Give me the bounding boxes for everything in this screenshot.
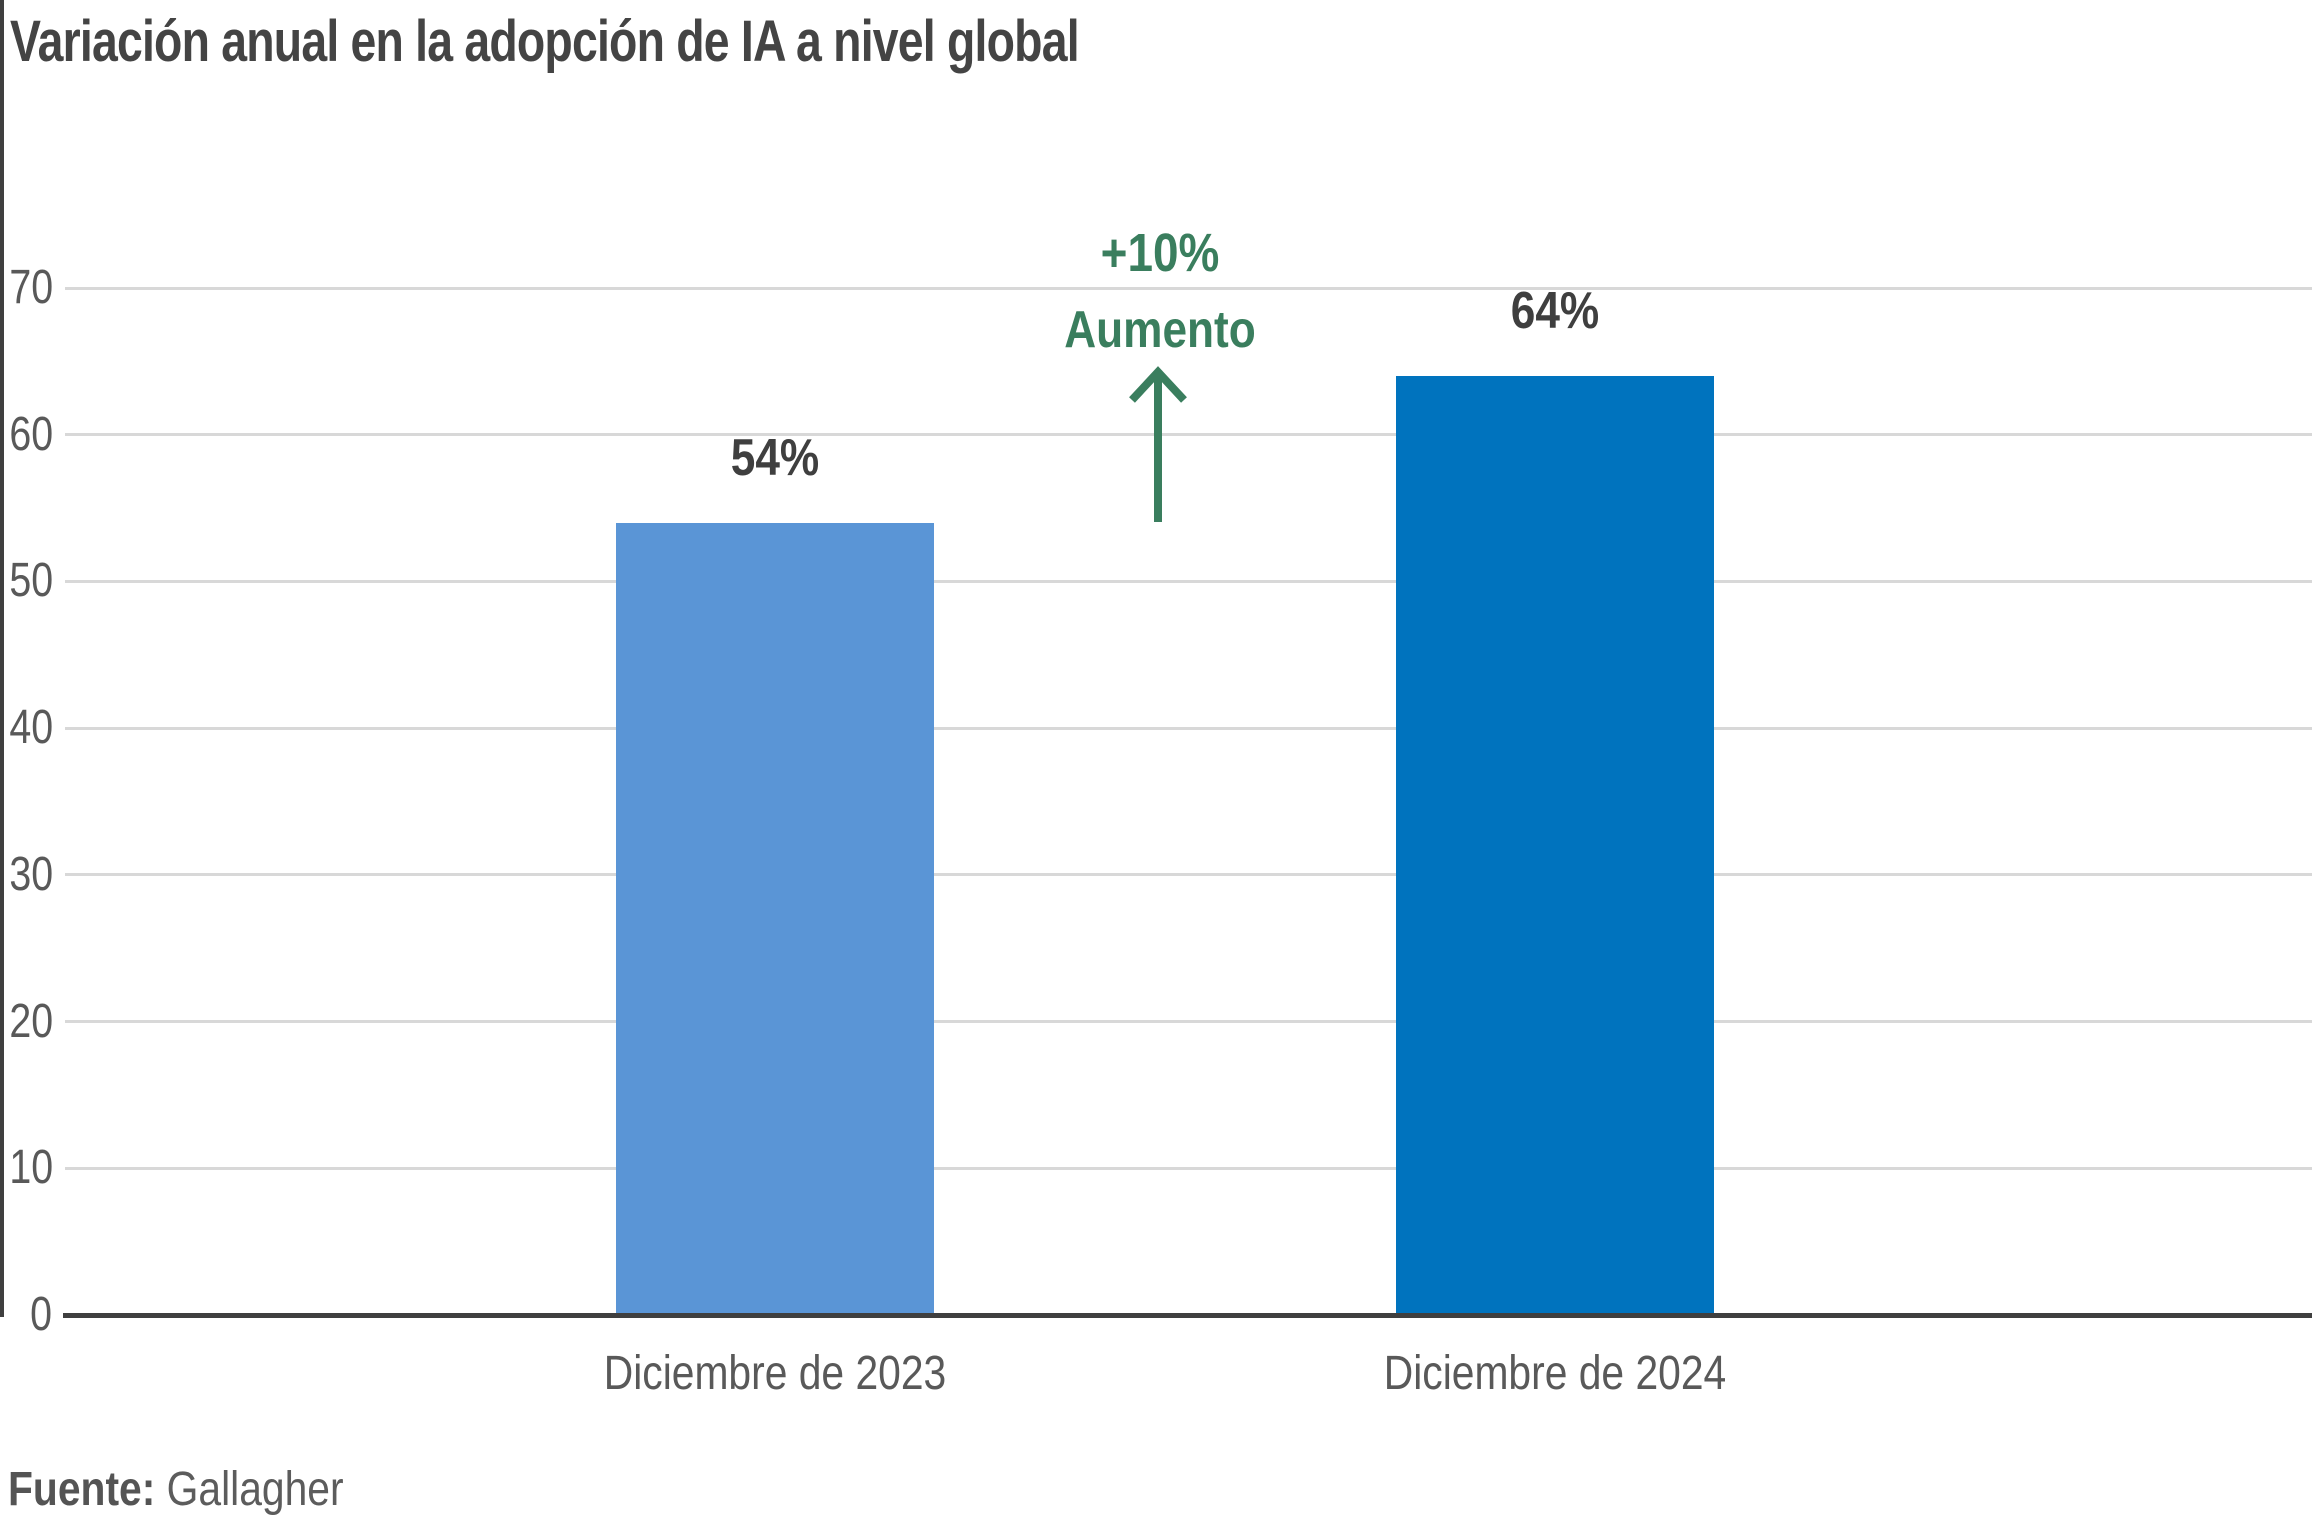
gridline-50 [65,579,2312,583]
gridline-30 [65,873,2312,877]
gridline-60 [65,433,2312,437]
gridline-20 [65,1020,2312,1024]
chart-title: Variación anual en la adopción de IA a n… [10,9,1080,74]
increase-arrow-icon [1129,366,1187,522]
increase-annotation-value: +10% [1100,223,1220,283]
bar-value-label-2: 64% [1510,282,1600,341]
gridline-40 [65,726,2312,730]
y-tick-label-30: 30 [9,847,54,901]
bar-2 [1396,376,1714,1315]
y-tick-label-0: 0 [30,1288,52,1341]
gridline-70 [65,286,2312,290]
increase-annotation-label: Aumento [1064,301,1256,359]
x-axis-label-2: Diciembre de 2024 [1383,1347,1727,1400]
y-tick-label-40: 40 [9,701,54,755]
x-axis-label-1: Diciembre de 2023 [603,1347,947,1400]
y-tick-label-60: 60 [9,407,54,461]
y-tick-label-70: 70 [9,261,54,314]
y-tick-label-20: 20 [9,994,54,1048]
y-tick-label-50: 50 [9,554,54,608]
increase-annotation: +10% Aumento [960,226,1360,356]
source-label: Fuente: [8,1463,156,1516]
y-axis-line [0,0,4,1317]
x-axis-baseline [63,1313,2312,1318]
y-tick-label-10: 10 [9,1141,54,1195]
bar-value-label-1: 54% [730,428,820,487]
source-value: Gallagher [155,1463,344,1516]
bar-1 [616,522,934,1315]
gridline-10 [65,1166,2312,1170]
source-line: Fuente: Gallagher [8,1462,344,1517]
